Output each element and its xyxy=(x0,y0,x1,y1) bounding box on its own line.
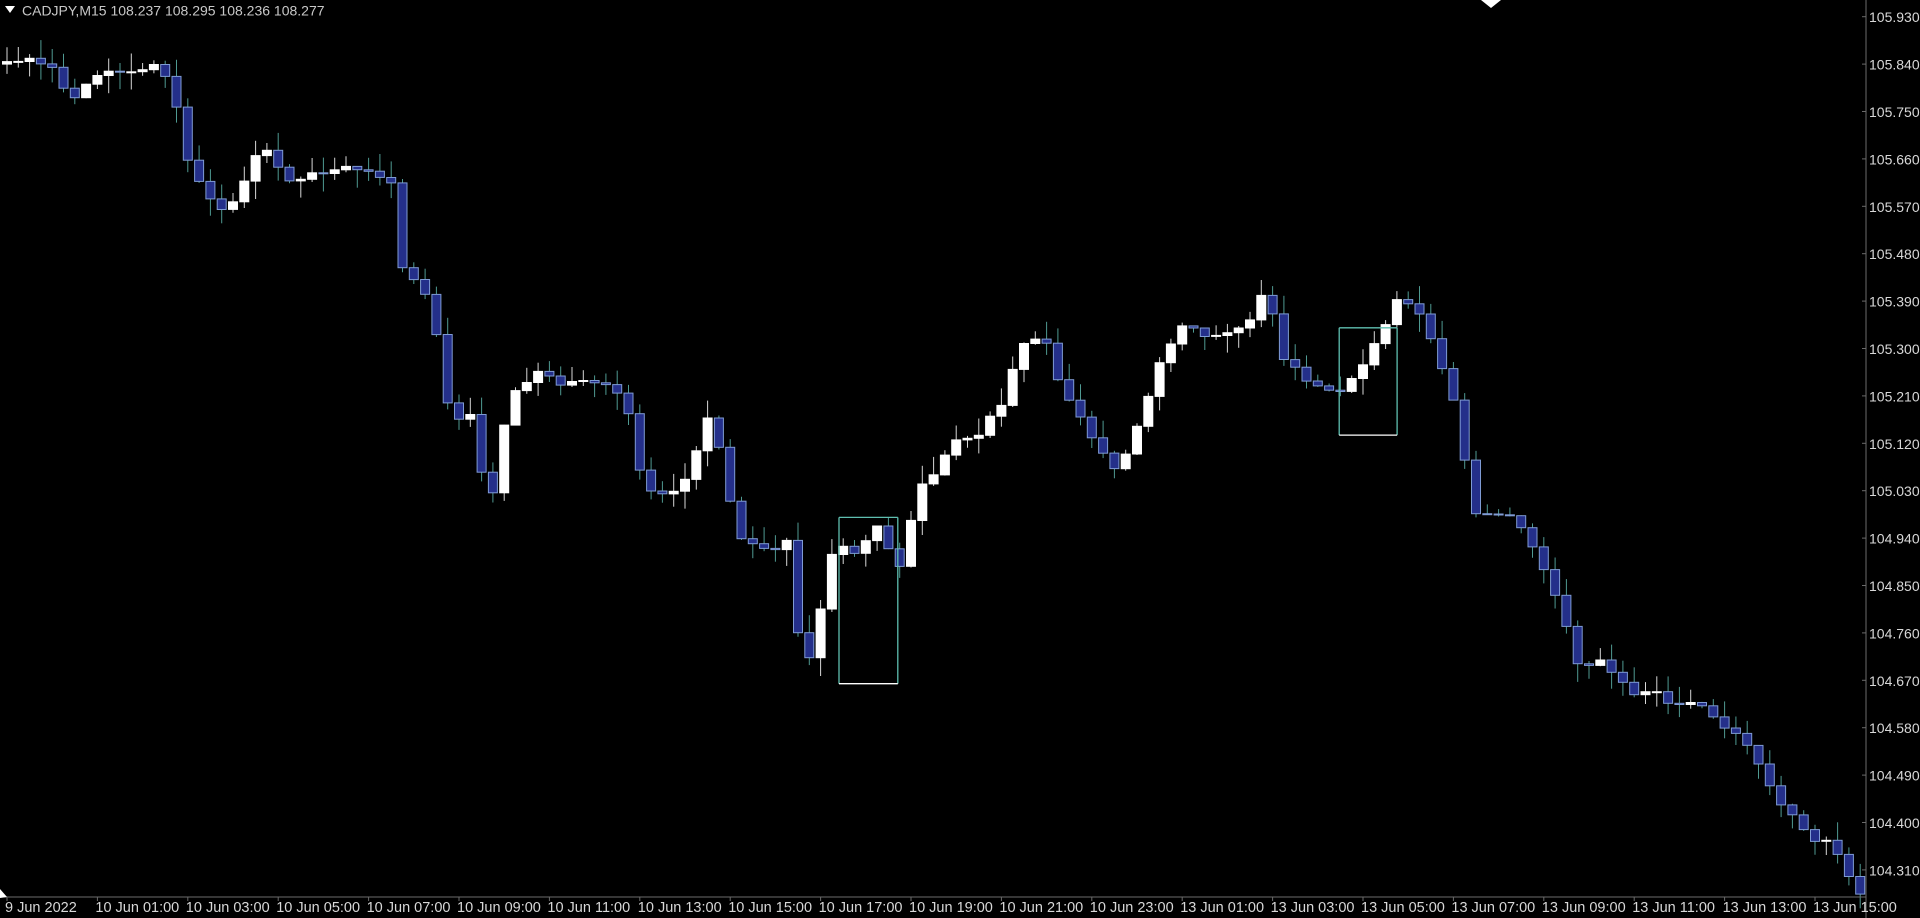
svg-text:13 Jun 03:00: 13 Jun 03:00 xyxy=(1271,900,1355,916)
svg-text:104.490: 104.490 xyxy=(1869,768,1920,784)
svg-text:10 Jun 15:00: 10 Jun 15:00 xyxy=(728,900,812,916)
svg-text:105.840: 105.840 xyxy=(1869,57,1920,73)
svg-text:105.390: 105.390 xyxy=(1869,294,1920,310)
svg-text:10 Jun 17:00: 10 Jun 17:00 xyxy=(819,900,903,916)
svg-text:104.850: 104.850 xyxy=(1869,578,1920,594)
svg-text:105.660: 105.660 xyxy=(1869,151,1920,167)
svg-text:105.120: 105.120 xyxy=(1869,436,1920,452)
svg-text:10 Jun 23:00: 10 Jun 23:00 xyxy=(1090,900,1174,916)
svg-text:104.940: 104.940 xyxy=(1869,531,1920,547)
svg-text:10 Jun 01:00: 10 Jun 01:00 xyxy=(95,900,179,916)
svg-text:10 Jun 03:00: 10 Jun 03:00 xyxy=(186,900,270,916)
svg-text:104.580: 104.580 xyxy=(1869,720,1920,736)
svg-text:104.670: 104.670 xyxy=(1869,673,1920,689)
svg-text:13 Jun 13:00: 13 Jun 13:00 xyxy=(1723,900,1807,916)
svg-text:13 Jun 15:00: 13 Jun 15:00 xyxy=(1813,900,1897,916)
svg-text:10 Jun 21:00: 10 Jun 21:00 xyxy=(999,900,1083,916)
svg-text:104.400: 104.400 xyxy=(1869,815,1920,831)
svg-text:10 Jun 05:00: 10 Jun 05:00 xyxy=(276,900,360,916)
svg-text:10 Jun 11:00: 10 Jun 11:00 xyxy=(547,900,630,916)
svg-text:105.750: 105.750 xyxy=(1869,104,1920,120)
svg-text:10 Jun 19:00: 10 Jun 19:00 xyxy=(909,900,993,916)
svg-text:13 Jun 05:00: 13 Jun 05:00 xyxy=(1361,900,1445,916)
svg-text:CADJPY,M15 108.237 108.295 10: CADJPY,M15 108.237 108.295 108.236 108.2… xyxy=(22,3,325,19)
svg-text:105.480: 105.480 xyxy=(1869,246,1920,262)
svg-text:104.310: 104.310 xyxy=(1869,862,1920,878)
svg-text:105.570: 105.570 xyxy=(1869,199,1920,215)
svg-text:104.760: 104.760 xyxy=(1869,625,1920,641)
svg-text:105.210: 105.210 xyxy=(1869,388,1920,404)
svg-text:13 Jun 11:00: 13 Jun 11:00 xyxy=(1632,900,1715,916)
svg-text:105.930: 105.930 xyxy=(1869,9,1920,25)
svg-text:13 Jun 07:00: 13 Jun 07:00 xyxy=(1451,900,1535,916)
svg-text:13 Jun 09:00: 13 Jun 09:00 xyxy=(1542,900,1626,916)
svg-text:10 Jun 07:00: 10 Jun 07:00 xyxy=(367,900,451,916)
svg-text:13 Jun 01:00: 13 Jun 01:00 xyxy=(1180,900,1264,916)
svg-text:10 Jun 09:00: 10 Jun 09:00 xyxy=(457,900,541,916)
svg-text:105.030: 105.030 xyxy=(1869,483,1920,499)
svg-text:10 Jun 13:00: 10 Jun 13:00 xyxy=(638,900,722,916)
svg-text:9 Jun 2022: 9 Jun 2022 xyxy=(5,900,77,916)
svg-text:105.300: 105.300 xyxy=(1869,341,1920,357)
